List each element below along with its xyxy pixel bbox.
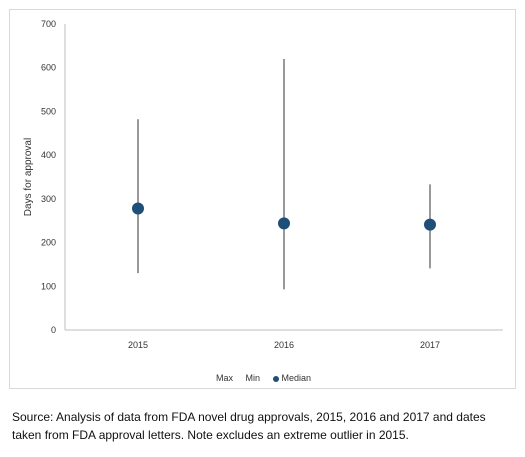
y-tick-label: 600: [41, 63, 56, 73]
y-tick-label: 700: [41, 19, 56, 29]
legend: Max Min Median: [10, 373, 517, 383]
chart-frame: Days for approval 0 100 200 300 400 500 600 700…: [9, 9, 516, 389]
legend-median-marker: [272, 375, 279, 382]
chart-plot: Days for approval 0 100 200 300 400 500 600 700…: [23, 19, 503, 350]
x-tick-label: 2015: [128, 340, 148, 350]
y-axis-title: Days for approval: [23, 138, 34, 216]
median-point: [132, 202, 144, 215]
y-tick-label: 500: [41, 106, 56, 116]
legend-label-min: Min: [245, 373, 260, 383]
legend-label-median: Median: [281, 373, 312, 383]
x-tick-label: 2016: [274, 340, 294, 350]
y-tick-labels: 0 100 200 300 400 500 600 700: [41, 19, 56, 335]
median-markers: [132, 202, 436, 231]
y-tick-label: 300: [41, 194, 56, 204]
y-tick-label: 400: [41, 150, 56, 160]
y-tick-label: 0: [51, 325, 56, 335]
x-tick-labels: 2015 2016 2017: [128, 340, 440, 350]
source-note: Source: Analysis of data from FDA novel …: [12, 410, 486, 442]
median-point: [424, 218, 436, 231]
range-lines: [137, 58, 431, 290]
legend-label-max: Max: [215, 373, 233, 383]
legend-item-min: Min: [245, 373, 260, 383]
x-tick-label: 2017: [420, 340, 440, 350]
y-tick-label: 100: [41, 281, 56, 291]
median-point: [278, 217, 290, 230]
legend-item-median: Median: [272, 373, 312, 383]
y-tick-label: 200: [41, 238, 56, 248]
legend-item-max: Max: [216, 373, 233, 383]
